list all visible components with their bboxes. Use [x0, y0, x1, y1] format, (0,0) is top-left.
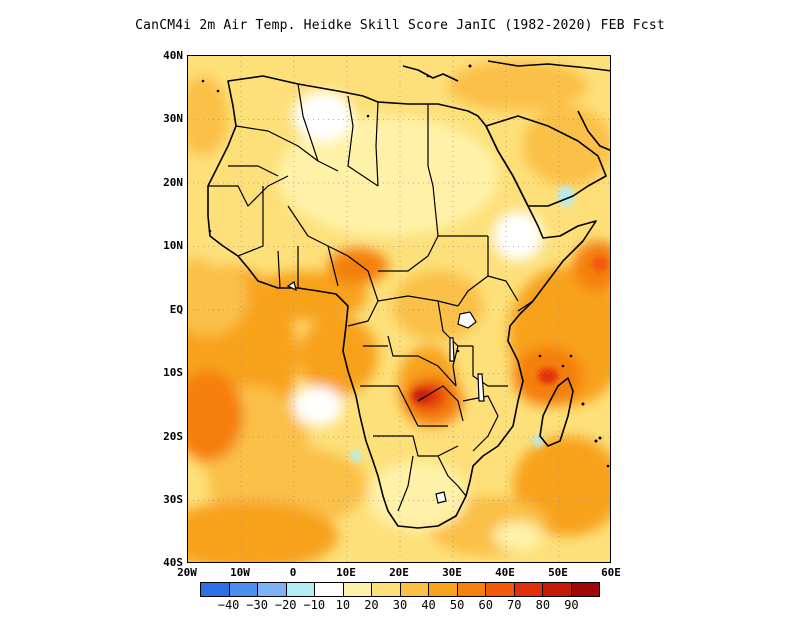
colorbar-label: 20 — [364, 598, 379, 612]
lon-label-60e: 60E — [601, 566, 621, 579]
colorbar-swatch — [343, 583, 372, 596]
colorbar-label: 90 — [564, 598, 579, 612]
lon-label-40e: 40E — [495, 566, 515, 579]
colorbar-swatch — [543, 583, 572, 596]
coastlines — [207, 60, 610, 529]
islands — [201, 64, 610, 468]
lat-label-10n: 10N — [163, 239, 183, 252]
colorbar-swatch — [315, 583, 344, 596]
lat-label-20n: 20N — [163, 176, 183, 189]
colorbar-swatch — [457, 583, 486, 596]
colorbar-label: 70 — [507, 598, 522, 612]
colorbar-label: 40 — [421, 598, 436, 612]
colorbar — [200, 582, 600, 597]
map-frame — [187, 55, 611, 563]
lat-label-10s: 10S — [163, 366, 183, 379]
lon-label-0: 0 — [289, 566, 297, 579]
colorbar-label: 80 — [535, 598, 551, 612]
lat-label-30s: 30S — [163, 493, 183, 506]
colorbar-label: 10 — [335, 598, 351, 612]
lat-label-20s: 20S — [163, 430, 183, 443]
map-title: CanCM4i 2m Air Temp. Heidke Skill Score … — [135, 18, 665, 33]
skill-score-map — [188, 56, 610, 562]
colorbar-swatch — [486, 583, 515, 596]
lon-label-10w: 10W — [230, 566, 250, 579]
grid-lines — [188, 56, 610, 562]
colorbar-swatch — [429, 583, 458, 596]
lon-label-10e: 10E — [336, 566, 356, 579]
lon-label-50e: 50E — [548, 566, 568, 579]
lat-label-40n: 40N — [163, 49, 183, 62]
colorbar-label: −40 — [217, 598, 240, 612]
colorbar-swatch — [514, 583, 543, 596]
colorbar-swatch — [372, 583, 401, 596]
lon-label-30e: 30E — [442, 566, 462, 579]
colorbar-label: 60 — [478, 598, 493, 612]
colorbar-swatch — [229, 583, 258, 596]
colorbar-label: 30 — [392, 598, 408, 612]
colorbar-swatch — [201, 583, 230, 596]
country-borders — [208, 83, 534, 512]
lon-label-20w: 20W — [177, 566, 197, 579]
colorbar-label: −10 — [303, 598, 326, 612]
lon-label-20e: 20E — [389, 566, 409, 579]
colorbar-swatch — [400, 583, 429, 596]
lat-label-30n: 30N — [163, 112, 183, 125]
colorbar-label: 50 — [449, 598, 465, 612]
lat-label-40s: 40S — [163, 556, 183, 569]
lakes — [286, 281, 485, 504]
colorbar-swatch — [571, 583, 599, 596]
skill-field — [188, 56, 610, 562]
colorbar-swatch — [286, 583, 315, 596]
colorbar-swatch — [258, 583, 287, 596]
lat-label-eq: EQ — [169, 303, 183, 316]
colorbar-label: −20 — [274, 598, 297, 612]
colorbar-label: −30 — [246, 598, 268, 612]
